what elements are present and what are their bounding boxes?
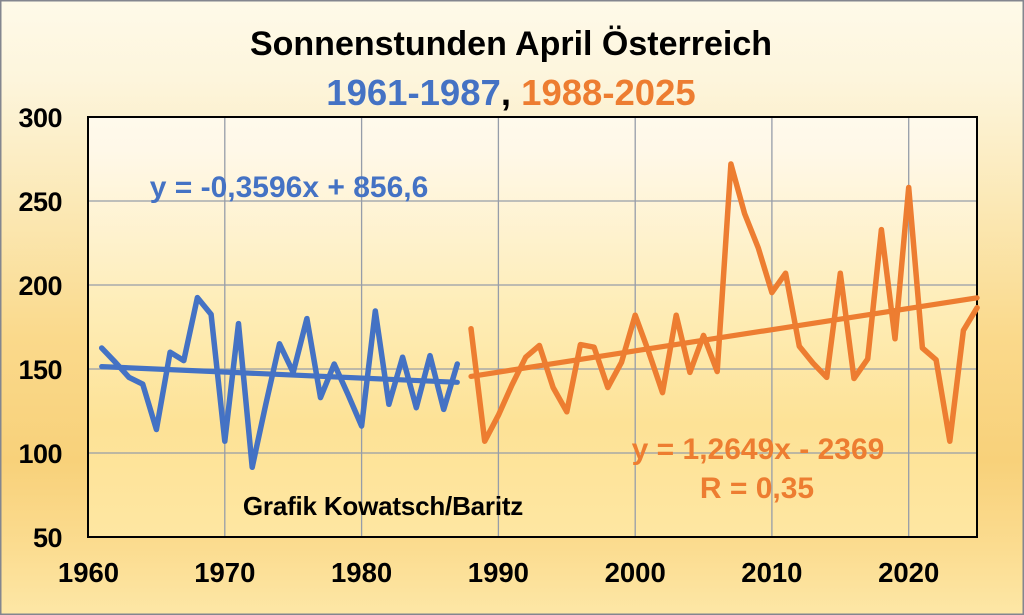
svg-text:1961-1987, 1988-2025: 1961-1987, 1988-2025 bbox=[326, 72, 695, 113]
svg-text:R = 0,35: R = 0,35 bbox=[700, 472, 814, 505]
svg-text:Grafik Kowatsch/Baritz: Grafik Kowatsch/Baritz bbox=[243, 491, 523, 521]
svg-text:1960: 1960 bbox=[58, 557, 119, 588]
svg-text:2000: 2000 bbox=[605, 557, 666, 588]
svg-text:1970: 1970 bbox=[194, 557, 255, 588]
svg-text:50: 50 bbox=[33, 523, 62, 553]
svg-text:1990: 1990 bbox=[468, 557, 529, 588]
svg-text:y = 1,2649x - 2369: y = 1,2649x - 2369 bbox=[632, 433, 885, 466]
svg-text:2010: 2010 bbox=[741, 557, 802, 588]
svg-text:250: 250 bbox=[18, 187, 62, 217]
svg-text:200: 200 bbox=[18, 271, 62, 301]
svg-text:Sonnenstunden April Österreich: Sonnenstunden April Österreich bbox=[250, 25, 772, 63]
svg-text:y = -0,3596x + 856,6: y = -0,3596x + 856,6 bbox=[150, 171, 429, 204]
svg-text:300: 300 bbox=[18, 103, 62, 133]
svg-text:100: 100 bbox=[18, 439, 62, 469]
svg-text:2020: 2020 bbox=[878, 557, 939, 588]
svg-text:1980: 1980 bbox=[331, 557, 392, 588]
svg-text:150: 150 bbox=[18, 355, 62, 385]
